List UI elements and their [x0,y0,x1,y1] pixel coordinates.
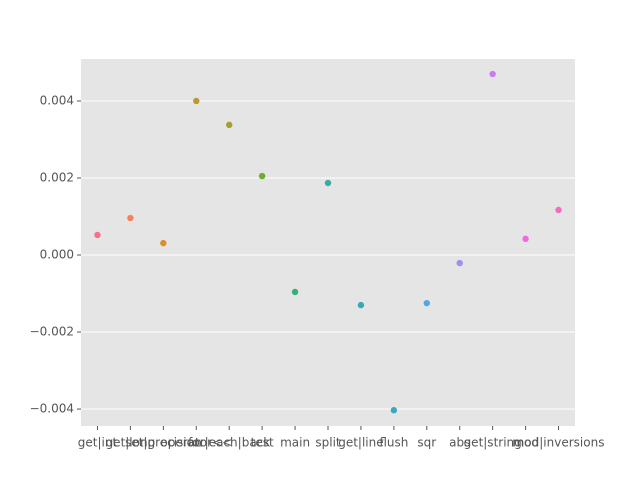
x-tick-label: test [251,436,274,450]
x-tick-label: set|precision [125,436,202,450]
point [390,407,398,414]
x-tick-label: get|line [338,436,383,450]
point [423,299,430,307]
point [226,121,233,129]
x-tick-label: mod [512,436,539,450]
point [94,231,101,239]
x-tick-label: main [280,436,310,450]
point [258,172,266,180]
point [555,206,562,214]
x-tick-label: operator<< [160,436,232,450]
x-tick-label: get|long [106,436,156,450]
y-tick-label: −0.002 [30,325,74,339]
x-tick-label: for|each|back [188,436,270,450]
point [456,259,463,267]
point [127,214,134,222]
x-tick-label: split [315,436,341,450]
point [489,70,496,78]
x-tick-label: mod|inversions [513,436,605,450]
y-tick-label: −0.004 [30,402,74,416]
point [291,288,299,296]
point [522,235,529,243]
point [357,301,365,309]
x-tick-label: get|string [464,436,522,450]
point [160,239,167,247]
plot-area [81,59,575,426]
point [324,179,332,187]
y-tick-label: 0.002 [40,170,74,184]
y-tick-label: 0.000 [40,248,74,262]
y-tick-label: 0.004 [40,93,74,107]
x-tick-label: sqr [417,436,436,450]
x-tick-label: abs [449,436,470,450]
point [193,97,200,105]
x-tick-label: flush [379,436,408,450]
x-tick-label: get|int [78,436,118,450]
